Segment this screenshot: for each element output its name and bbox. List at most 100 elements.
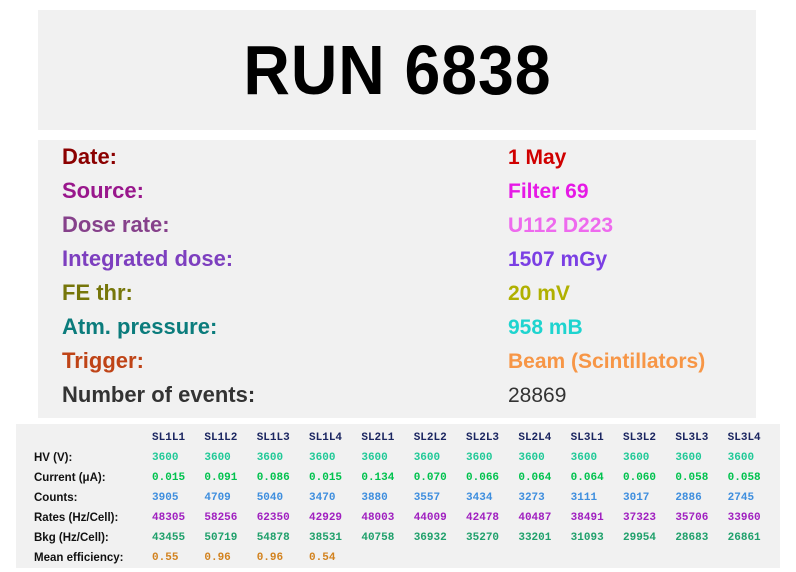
table-cell: 5040	[256, 492, 284, 504]
info-row-label: Date:	[62, 144, 118, 169]
table-cell	[571, 548, 623, 568]
table-cell: 3111	[570, 492, 598, 504]
table-cell	[414, 548, 466, 568]
table-cell: 3600	[623, 452, 650, 464]
table-cell: 44009	[413, 512, 447, 524]
info-row-label: Trigger:	[62, 348, 144, 373]
table-cell: 3600	[727, 452, 755, 464]
table-row-label: Mean efficiency:	[34, 552, 124, 564]
table-cell: 3880	[361, 492, 388, 504]
table-cell: 0.058	[675, 472, 709, 484]
table-cell: 0.086	[256, 472, 290, 484]
table-cell: 3600	[570, 452, 598, 464]
table-row: HV (V): 3600 3600 3600 3600 3600 3600 3600 3600 3…	[24, 448, 780, 468]
table-cell: 0.091	[204, 472, 238, 484]
table-cell: 3600	[256, 452, 284, 464]
table-cell: 3434	[466, 492, 493, 504]
table-cell: 40758	[361, 532, 395, 544]
table-cell: 3600	[675, 452, 702, 464]
table-cell: 3470	[309, 492, 336, 504]
table-cell: 42929	[309, 512, 343, 524]
run-info-list: Date: 1 May Source: Filter 69 Dose rate: U112…	[38, 144, 756, 416]
info-row: Trigger: Beam (Scintillators)	[38, 348, 756, 382]
table-row: Current (μA): 0.015 0.091 0.086 0.015 0.134 0.…	[24, 468, 780, 488]
table-cell: 2745	[727, 492, 755, 504]
info-row-label: Dose rate:	[62, 212, 170, 237]
table-cell: 54878	[256, 532, 290, 544]
table-cell: 0.064	[518, 472, 552, 484]
table-row: Counts: 3905 4709 5040 3470 3880 3557 3434 3273 3…	[24, 488, 780, 508]
info-row: Source: Filter 69	[38, 178, 756, 212]
table-cell: 0.015	[152, 472, 186, 484]
info-row-label: Source:	[62, 178, 144, 203]
table-cell	[466, 548, 518, 568]
table-cell: 43455	[152, 532, 186, 544]
table-cell: 50719	[204, 532, 238, 544]
table-column-header: SL1L1	[152, 432, 186, 444]
table-row-label: Current (μA):	[34, 472, 106, 484]
table-column-header: SL1L2	[204, 432, 238, 444]
table-cell: 38491	[570, 512, 604, 524]
table-cell	[675, 548, 727, 568]
table-cell: 38531	[309, 532, 343, 544]
table-row-label: Bkg (Hz/Cell):	[34, 532, 109, 544]
table-cell: 37323	[623, 512, 657, 524]
table-cell: 29954	[623, 532, 657, 544]
table-cell: 3273	[518, 492, 545, 504]
table-cell: 4709	[204, 492, 231, 504]
table-cell: 48305	[152, 512, 186, 524]
info-row-value: 20 mV	[508, 282, 570, 305]
info-row: Atm. pressure: 958 mB	[38, 314, 756, 348]
table-row: Rates (Hz/Cell): 48305 58256 62350 42929 4800…	[24, 508, 780, 528]
table-cell: 0.54	[309, 552, 336, 564]
run-info-panel: Date: 1 May Source: Filter 69 Dose rate: U112…	[38, 140, 756, 418]
table-cell: 42478	[466, 512, 500, 524]
info-row: FE thr: 20 mV	[38, 280, 756, 314]
table-cell: 0.058	[727, 472, 761, 484]
table-cell: 0.064	[570, 472, 604, 484]
table-cell	[361, 548, 413, 568]
table-cell: 3600	[152, 452, 179, 464]
info-row-value: Beam (Scintillators)	[508, 350, 706, 373]
table-column-header: SL3L2	[623, 432, 657, 444]
info-row-value: 1 May	[508, 146, 567, 169]
info-row-value: 958 mB	[508, 316, 583, 339]
table-corner-cell	[24, 428, 152, 448]
table-column-header: SL2L3	[466, 432, 500, 444]
table-cell	[728, 548, 780, 568]
table-cell: 3600	[518, 452, 545, 464]
table-cell: 58256	[204, 512, 238, 524]
table-cell: 3600	[413, 452, 441, 464]
table-cell: 3600	[361, 452, 388, 464]
superlayer-stats-table: SL1L1 SL1L2 SL1L3 SL1L4 SL2L1 SL2L2 SL2L3 SL2L4…	[24, 428, 780, 568]
page-title: RUN 6838	[242, 31, 552, 109]
table-cell: 40487	[518, 512, 552, 524]
table-cell: 3557	[413, 492, 441, 504]
table-cell: 33201	[518, 532, 552, 544]
table-row: Bkg (Hz/Cell): 43455 50719 54878 38531 40758 3…	[24, 528, 780, 548]
table-cell: 3600	[466, 452, 493, 464]
table-row: Mean efficiency: 0.55 0.96 0.96 0.54	[24, 548, 780, 568]
table-cell: 0.96	[256, 552, 284, 564]
table-cell: 2886	[675, 492, 702, 504]
table-column-header: SL3L4	[727, 432, 761, 444]
table-cell: 3017	[623, 492, 650, 504]
info-row-label: Integrated dose:	[62, 246, 234, 271]
info-row: Date: 1 May	[38, 144, 756, 178]
table-cell: 0.134	[361, 472, 395, 484]
table-header-row: SL1L1 SL1L2 SL1L3 SL1L4 SL2L1 SL2L2 SL2L3 SL2L4…	[24, 428, 780, 448]
info-row-value: Filter 69	[508, 180, 589, 203]
info-row: Integrated dose: 1507 mGy	[38, 246, 756, 280]
info-row-label: FE thr:	[62, 280, 133, 305]
info-row-value: 1507 mGy	[508, 248, 608, 271]
info-row: Number of events: 28869	[38, 382, 756, 416]
table-column-header: SL2L2	[413, 432, 447, 444]
table-column-header: SL1L3	[256, 432, 290, 444]
table-cell: 62350	[256, 512, 290, 524]
run-title-panel: RUN 6838	[38, 10, 756, 130]
table-cell: 0.96	[204, 552, 231, 564]
table-column-header: SL2L4	[518, 432, 552, 444]
table-cell: 0.015	[309, 472, 343, 484]
table-column-header: SL3L3	[675, 432, 709, 444]
table-cell	[623, 548, 675, 568]
